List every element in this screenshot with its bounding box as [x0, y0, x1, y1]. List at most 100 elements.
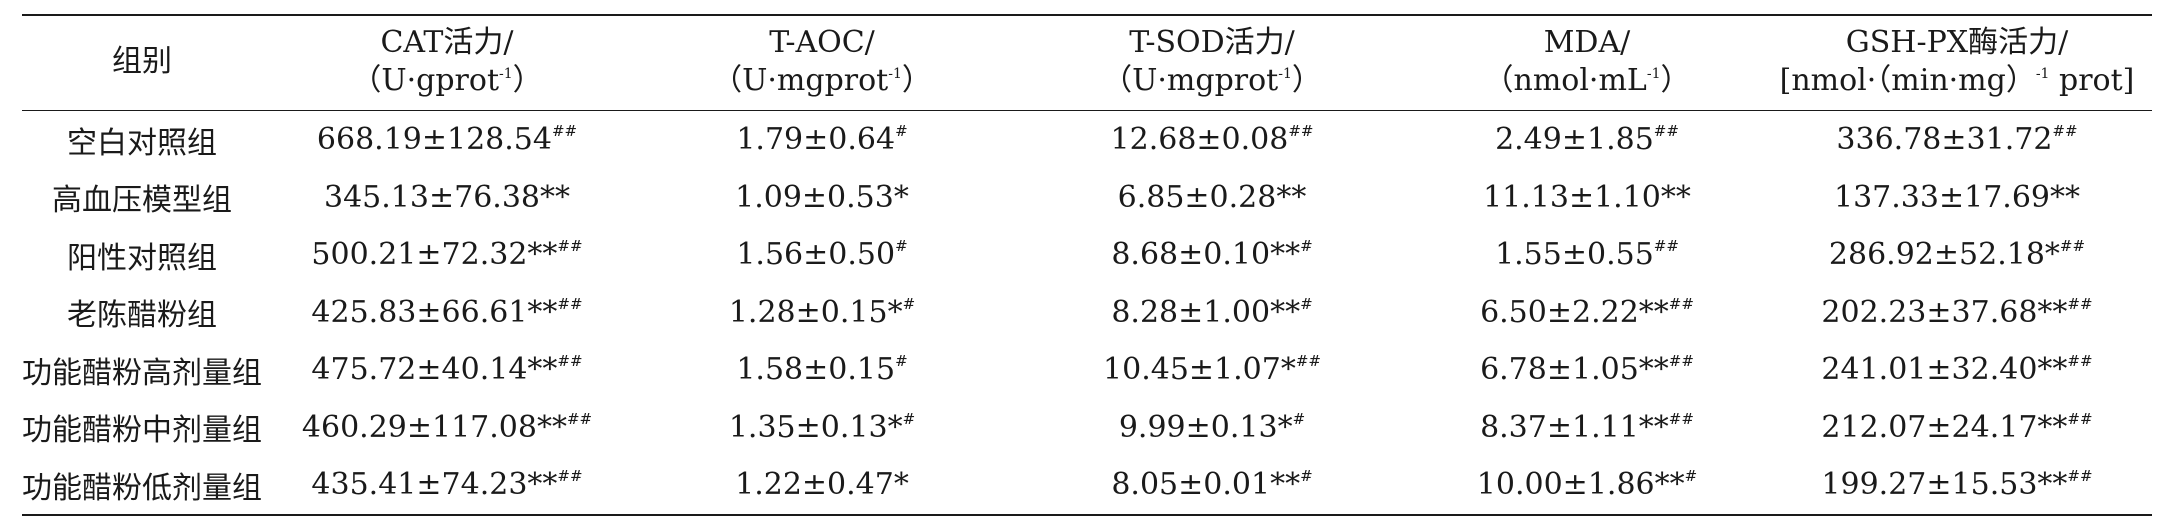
value-cell: 137.33±17.69**	[1762, 169, 2152, 227]
header-unit: （U·mgprot	[1102, 63, 1279, 98]
value-text: 500.21±72.32**	[311, 237, 558, 273]
group-name-cell: 空白对照组	[67, 125, 217, 161]
significance-mark: #	[895, 237, 908, 256]
header-line1: CAT活力/	[380, 25, 514, 60]
header-cell-group: 组别	[22, 15, 262, 111]
table-row: 空白对照组 668.19±128.54## 1.79±0.64# 12.68±0.08…	[22, 111, 2152, 169]
value-text: 1.35±0.13*	[728, 409, 903, 445]
significance-mark: ##	[2067, 352, 2093, 371]
table-body: 空白对照组 668.19±128.54## 1.79±0.64# 12.68±0.08…	[22, 111, 2152, 515]
header-cell-mda: MDA/ （nmol·mL-1）	[1412, 15, 1762, 111]
value-cell: 1.28±0.15*#	[632, 284, 1012, 342]
value-text: 199.27±15.53**	[1821, 467, 2068, 503]
value-cell: 1.35±0.13*#	[632, 399, 1012, 457]
value-cell: 8.05±0.01**#	[1012, 456, 1412, 515]
value-text: 9.99±0.13*	[1118, 409, 1293, 445]
significance-mark: ##	[551, 122, 578, 141]
significance-mark: #	[895, 122, 908, 141]
value-cell: 241.01±32.40**##	[1762, 341, 2152, 399]
value-cell: 6.78±1.05**##	[1412, 341, 1762, 399]
table-row: 功能醋粉中剂量组 460.29±117.08**## 1.35±0.13*# 9.99…	[22, 399, 2152, 457]
header-unit-exponent: -1	[888, 66, 902, 82]
value-cell: 1.58±0.15#	[632, 341, 1012, 399]
value-cell: 6.50±2.22**##	[1412, 284, 1762, 342]
value-text: 10.45±1.07*	[1103, 352, 1296, 388]
header-unit: （U·mgprot	[712, 63, 889, 98]
value-cell: 8.37±1.11**##	[1412, 399, 1762, 457]
significance-mark: ##	[2052, 122, 2078, 141]
value-text: 1.22±0.47*	[735, 467, 909, 503]
header-row: 组别 CAT活力/ （U·gprot-1） T-AOC/ （U·mgprot-1…	[22, 15, 2152, 111]
group-name-cell: 阳性对照组	[67, 240, 217, 276]
value-text: 1.58±0.15	[736, 352, 896, 388]
value-text: 12.68±0.08	[1110, 122, 1289, 158]
value-text: 1.79±0.64	[736, 122, 896, 158]
header-unit: [nmol·（min·mg）	[1779, 63, 2036, 98]
significance-mark: #	[1684, 467, 1698, 486]
value-text: 668.19±128.54	[316, 122, 552, 158]
value-text: 202.23±37.68**	[1821, 294, 2068, 330]
header-line1: T-AOC/	[769, 25, 875, 60]
data-table-container: 组别 CAT活力/ （U·gprot-1） T-AOC/ （U·mgprot-1…	[22, 14, 2152, 516]
header-line2: [nmol·（min·mg）-1 prot]	[1762, 62, 2152, 100]
value-text: 345.13±76.38**	[324, 179, 570, 215]
significance-mark: ##	[557, 237, 583, 256]
header-unit: （U·gprot	[351, 63, 500, 98]
header-cell-t-sod: T-SOD活力/ （U·mgprot-1）	[1012, 15, 1412, 111]
value-text: 1.28±0.15*	[728, 294, 903, 330]
significance-mark: ##	[1288, 122, 1314, 141]
header-unit-tail: ）	[901, 63, 932, 98]
significance-mark: ##	[1653, 237, 1679, 256]
significance-mark: ##	[557, 294, 583, 313]
value-text: 241.01±32.40**	[1821, 352, 2068, 388]
header-line2: （U·gprot-1）	[262, 62, 632, 100]
value-text: 1.55±0.55	[1495, 237, 1654, 273]
value-cell: 11.13±1.10**	[1412, 169, 1762, 227]
table-header: 组别 CAT活力/ （U·gprot-1） T-AOC/ （U·mgprot-1…	[22, 15, 2152, 111]
value-cell: 425.83±66.61**##	[262, 284, 632, 342]
significance-mark: ##	[557, 352, 583, 371]
value-text: 475.72±40.14**	[311, 352, 558, 388]
significance-mark: #	[1300, 237, 1313, 256]
value-text: 212.07±24.17**	[1821, 409, 2068, 445]
header-unit-exponent: -1	[1646, 66, 1661, 82]
value-text: 8.37±1.11**	[1480, 409, 1669, 445]
significance-mark: ##	[1668, 352, 1694, 371]
value-cell: 1.55±0.55##	[1412, 226, 1762, 284]
value-cell: 668.19±128.54##	[262, 111, 632, 169]
value-cell: 12.68±0.08##	[1012, 111, 1412, 169]
value-cell: 345.13±76.38**	[262, 169, 632, 227]
value-cell: 10.00±1.86**#	[1412, 456, 1762, 515]
header-unit-exponent: -1	[1278, 66, 1292, 82]
table-row: 阳性对照组 500.21±72.32**## 1.56±0.50# 8.68±0.10…	[22, 226, 2152, 284]
header-line1: MDA/	[1543, 25, 1631, 60]
header-line1: 组别	[112, 44, 172, 79]
value-cell: 460.29±117.08**##	[262, 399, 632, 457]
value-cell: 1.22±0.47*	[632, 456, 1012, 515]
significance-mark: #	[902, 294, 916, 313]
table-row: 功能醋粉高剂量组 475.72±40.14**## 1.58±0.15# 10.45±…	[22, 341, 2152, 399]
value-text: 8.28±1.00**	[1111, 294, 1301, 330]
significance-mark: #	[895, 352, 908, 371]
value-cell: 286.92±52.18*##	[1762, 226, 2152, 284]
value-cell: 435.41±74.23**##	[262, 456, 632, 515]
significance-mark: #	[902, 409, 916, 428]
value-text: 8.68±0.10**	[1111, 237, 1301, 273]
header-unit-exponent: -1	[499, 66, 513, 82]
value-cell: 8.68±0.10**#	[1012, 226, 1412, 284]
header-unit-tail: ）	[1291, 63, 1322, 98]
significance-mark: ##	[2067, 294, 2093, 313]
significance-mark: ##	[1668, 409, 1694, 428]
value-cell: 202.23±37.68**##	[1762, 284, 2152, 342]
header-cell-t-aoc: T-AOC/ （U·mgprot-1）	[632, 15, 1012, 111]
header-line2: （U·mgprot-1）	[632, 62, 1012, 100]
value-text: 2.49±1.85	[1495, 122, 1654, 158]
value-text: 6.50±2.22**	[1480, 294, 1669, 330]
value-text: 336.78±31.72	[1836, 122, 2053, 158]
header-unit-exponent: -1	[2035, 66, 2050, 82]
group-name-cell: 功能醋粉低剂量组	[22, 470, 262, 506]
significance-mark: #	[1300, 294, 1313, 313]
value-text: 435.41±74.23**	[311, 467, 558, 503]
value-text: 11.13±1.10**	[1483, 179, 1691, 215]
value-text: 425.83±66.61**	[311, 294, 558, 330]
